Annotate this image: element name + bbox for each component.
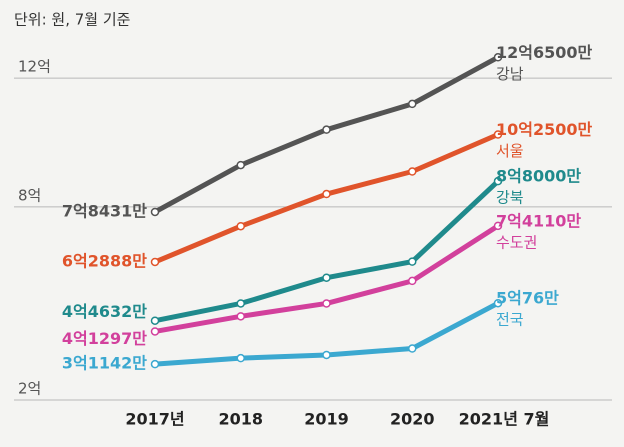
value-label: 6억2888만 [62, 251, 147, 270]
point [150, 327, 160, 336]
legend-label: 서울 [496, 142, 524, 160]
legend-label: 전국 [496, 311, 524, 329]
x-tick-label: 2017년 [125, 410, 184, 429]
point [236, 353, 245, 363]
legend-label: 수도권 [496, 233, 537, 251]
point [493, 53, 503, 62]
point [150, 207, 160, 217]
point [322, 189, 331, 199]
value-label: 5억76만 [496, 289, 559, 308]
point [236, 312, 245, 321]
point [493, 130, 503, 139]
value-label: 10억2500만 [496, 120, 593, 139]
point [322, 125, 331, 134]
value-label: 8억8000만 [496, 167, 581, 186]
point [150, 316, 160, 325]
value-label: 7억8431만 [62, 201, 147, 220]
chart-subtitle: 단위: 원, 7월 기준 [14, 11, 131, 29]
point [408, 99, 417, 109]
point [408, 276, 417, 286]
value-label: 12억6500만 [496, 43, 593, 62]
value-label: 7억4110만 [496, 211, 581, 230]
point [236, 299, 245, 308]
x-tick-label: 2019 [304, 410, 349, 429]
point [236, 221, 245, 231]
point [408, 344, 417, 353]
legend-label: 강북 [496, 189, 524, 207]
point [408, 167, 417, 176]
y-tick-label: 2억 [18, 380, 41, 398]
point [493, 176, 503, 186]
value-label: 4억4632만 [62, 302, 147, 321]
value-label: 4억1297만 [62, 329, 147, 348]
point [322, 299, 331, 308]
x-tick-label: 2018 [218, 410, 263, 429]
y-tick-label: 12억 [18, 58, 51, 76]
legend-label: 강남 [496, 65, 524, 83]
y-tick-label: 8억 [18, 186, 41, 204]
x-tick-label: 2020 [390, 410, 435, 429]
point [236, 160, 245, 170]
point [150, 257, 160, 267]
point [493, 298, 503, 308]
point [322, 273, 331, 282]
value-label: 3억1142만 [62, 354, 147, 373]
point [322, 350, 331, 360]
point [493, 221, 503, 231]
x-tick-label: 2021년 7월 [459, 410, 550, 429]
point [408, 257, 417, 266]
point [150, 359, 160, 369]
